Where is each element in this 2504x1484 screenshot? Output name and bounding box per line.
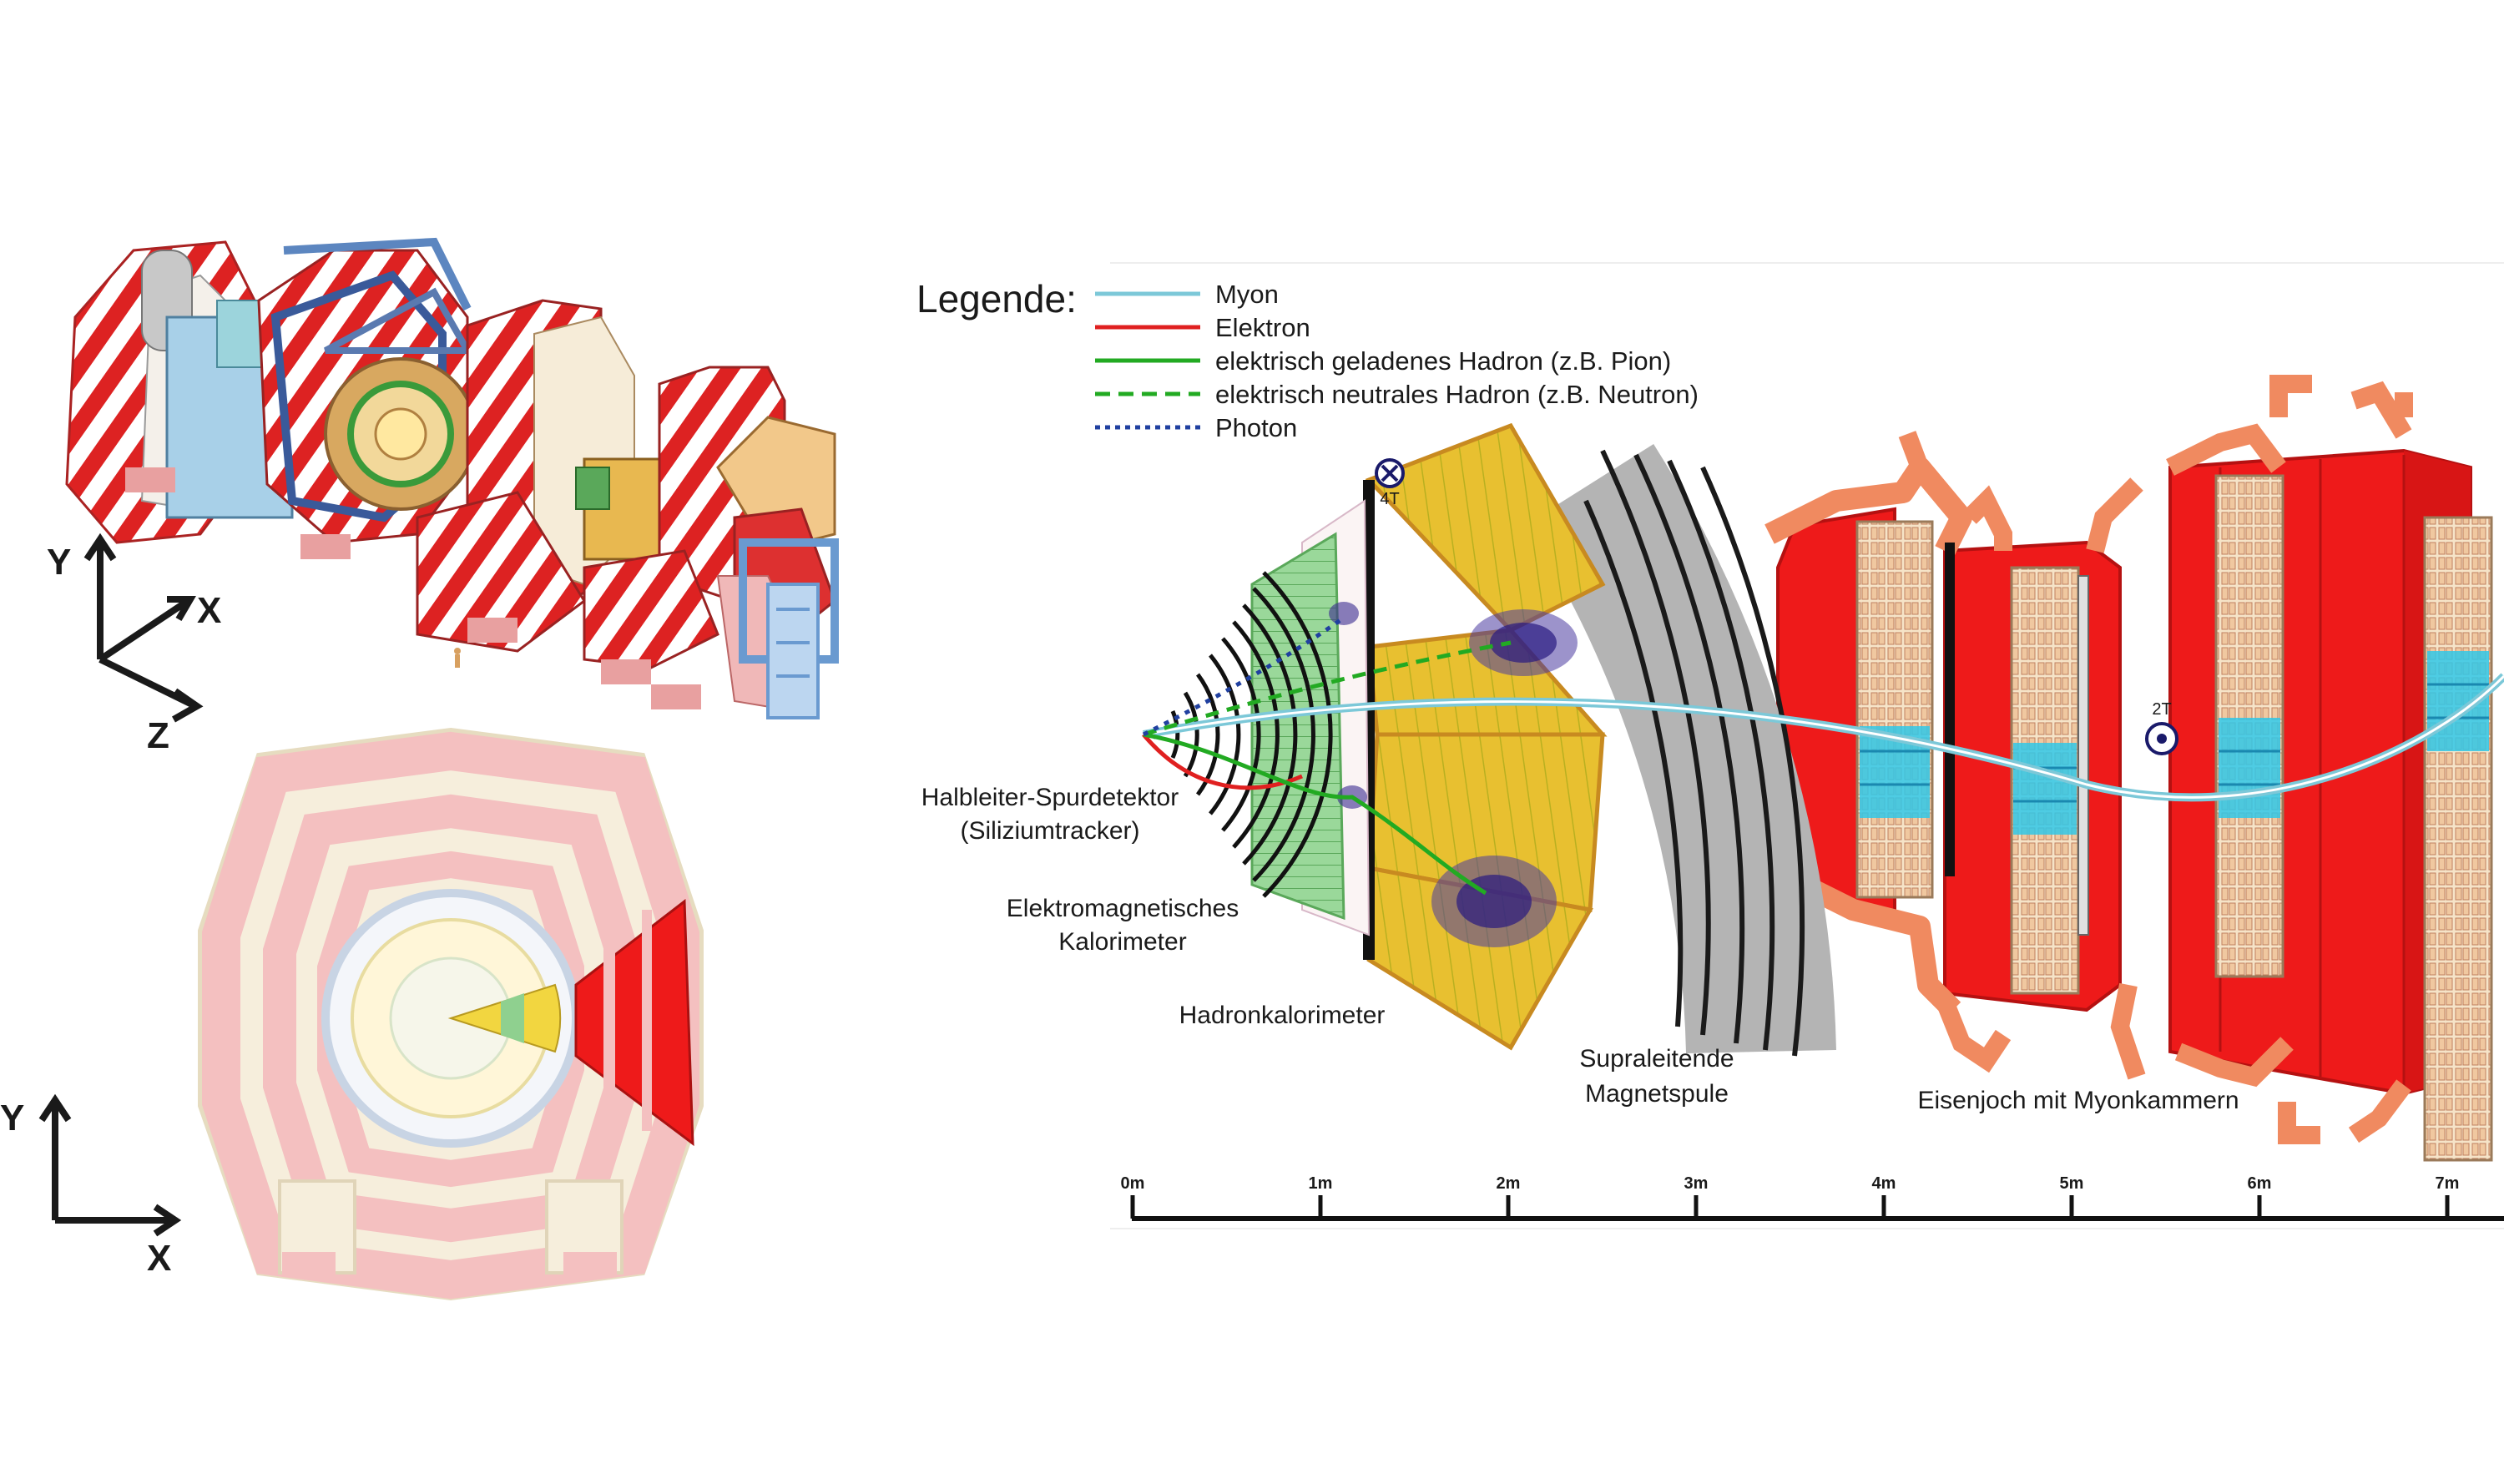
hadron-showers bbox=[1329, 602, 1578, 947]
axis-2d-y-label: Y bbox=[0, 1098, 24, 1138]
particle-tracks bbox=[1142, 615, 2504, 896]
legend: Legende: Myon Elektron elektrisch geladene… bbox=[916, 262, 2504, 442]
scale-tick-label: 2m bbox=[1497, 1174, 1521, 1193]
ecal-label-line2: Kalorimeter bbox=[1058, 928, 1186, 956]
muon-chamber-4 bbox=[2423, 516, 2493, 1162]
scale-tick-label: 3m bbox=[1684, 1174, 1709, 1193]
legend-label: elektrisch neutrales Hadron (z.B. Neutro… bbox=[1215, 380, 1699, 409]
scale-tick-label: 6m bbox=[2248, 1174, 2272, 1193]
field-outer-label: 2T bbox=[2152, 700, 2171, 719]
human-scale-figure bbox=[454, 648, 461, 668]
field-inner-label: 4T bbox=[1380, 490, 1399, 508]
scale-tick-label: 7m bbox=[2436, 1174, 2460, 1193]
axis-3d-z-label: Z bbox=[147, 715, 169, 756]
neutron-track bbox=[1143, 640, 1512, 737]
legend-label: Photon bbox=[1215, 413, 1297, 442]
yoke-label: Eisenjoch mit Myonkammern bbox=[1917, 1087, 2239, 1114]
right-endcap bbox=[583, 366, 839, 719]
silicon-tracker bbox=[1154, 571, 1333, 898]
detector-3d-view bbox=[65, 237, 839, 719]
detector-cross-section bbox=[198, 727, 704, 1301]
axis-2d-x-label: X bbox=[147, 1238, 171, 1279]
axis-3d-y-label: Y bbox=[47, 542, 71, 583]
tracker-label-line2: (Siliziumtracker) bbox=[960, 817, 1139, 845]
solenoid bbox=[1526, 443, 1836, 1057]
solenoid-label-line1: Supraleitende bbox=[1579, 1045, 1734, 1073]
axis-2d bbox=[38, 1093, 182, 1237]
electron-track bbox=[1142, 733, 1303, 790]
muon-chamber-1 bbox=[1855, 520, 1934, 899]
iron-yoke bbox=[1764, 375, 2493, 1162]
photon-track bbox=[1142, 615, 1345, 737]
scale-bar: 0m 1m 2m 3m 4m 5m 6m 7m bbox=[1110, 1174, 2504, 1229]
legend-label: Elektron bbox=[1215, 313, 1310, 342]
hadron-calorimeter bbox=[1363, 422, 1608, 1051]
axis-3d bbox=[83, 533, 204, 723]
field-marker-outer bbox=[2145, 722, 2178, 755]
axis-3d-x-label: X bbox=[197, 590, 221, 631]
detector-slice: 4T 2T bbox=[1142, 375, 2504, 1162]
ecal-label-line1: Elektromagnetisches bbox=[1007, 895, 1239, 922]
solenoid-label-line2: Magnetspule bbox=[1585, 1080, 1729, 1108]
scale-tick-label: 1m bbox=[1309, 1174, 1333, 1193]
legend-label: Myon bbox=[1215, 280, 1279, 309]
legend-label: elektrisch geladenes Hadron (z.B. Pion) bbox=[1215, 346, 1671, 376]
scale-tick-label: 5m bbox=[2060, 1174, 2084, 1193]
pion-track bbox=[1143, 732, 1487, 896]
legend-title: Legende: bbox=[916, 277, 1077, 321]
support-feet bbox=[125, 467, 701, 709]
scale-tick-label: 4m bbox=[1872, 1174, 1896, 1193]
field-marker-inner bbox=[1375, 458, 1405, 488]
barrel-wheel bbox=[257, 237, 477, 544]
hcal-label: Hadronkalorimeter bbox=[1179, 1002, 1386, 1029]
scale-tick-label: 0m bbox=[1121, 1174, 1145, 1193]
tracker-label-line1: Halbleiter-Spurdetektor bbox=[921, 784, 1179, 811]
